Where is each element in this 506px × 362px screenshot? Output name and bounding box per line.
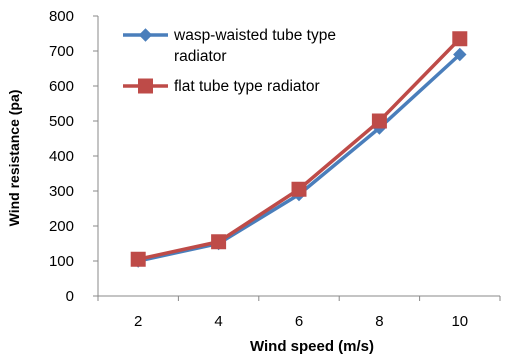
x-tick-label: 2: [134, 313, 142, 330]
series-2: [130, 31, 468, 267]
y-tick-label: 600: [49, 78, 74, 95]
data-point: [453, 47, 467, 62]
series-line: [137, 37, 462, 261]
legend-item-1: wasp-waisted tube type radiator: [123, 27, 336, 65]
y-axis-label: Wind resistance (pa): [6, 90, 22, 227]
data-point: [452, 31, 468, 47]
y-tick-label: 400: [49, 148, 74, 165]
data-point: [130, 251, 146, 267]
y-tick-label: 0: [66, 288, 74, 305]
x-tick-label: 10: [451, 313, 468, 330]
data-point: [291, 181, 307, 197]
data-point: [371, 113, 387, 129]
legend-item-2: flat tube type radiator: [123, 78, 320, 95]
legend-swatch-marker: [138, 78, 153, 94]
y-tick-label: 700: [49, 43, 74, 60]
legend-label: wasp-waisted tube type radiator: [173, 27, 336, 65]
axes: 0 100 200 300 400 500 600 700 800 2 4 6 8 10: [49, 8, 501, 330]
x-tick-label: 4: [214, 313, 222, 330]
legend-label: flat tube type radiator: [174, 78, 320, 95]
legend-swatch-marker: [138, 28, 153, 42]
x-tick-label: 8: [375, 313, 383, 330]
x-tick-label: 6: [295, 313, 303, 330]
x-axis-label: Wind speed (m/s): [250, 338, 374, 355]
data-point: [211, 234, 227, 250]
legend: wasp-waisted tube type radiator flat tube …: [123, 27, 336, 95]
y-tick-label: 300: [49, 183, 74, 200]
series-layer: [130, 31, 468, 268]
y-tick-label: 500: [49, 113, 74, 130]
y-tick-label: 800: [49, 8, 74, 25]
y-tick-label: 100: [49, 253, 74, 270]
y-tick-label: 200: [49, 218, 74, 235]
